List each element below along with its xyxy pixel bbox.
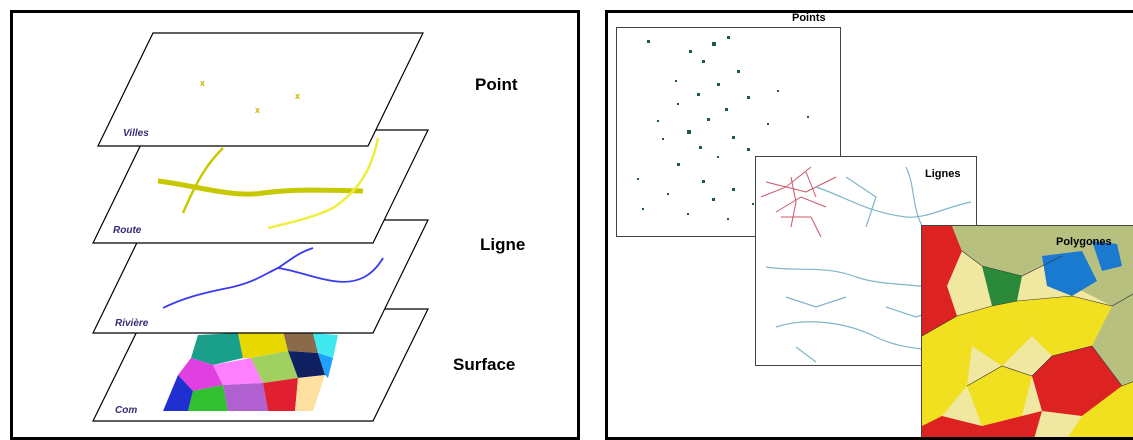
city-marker: x bbox=[255, 105, 260, 115]
road-major bbox=[157, 178, 364, 197]
type-label-point: Point bbox=[475, 75, 518, 94]
layer-label-villes: Villes bbox=[123, 128, 149, 139]
layer-com: Com bbox=[92, 308, 429, 422]
layer-villes: x x x Villes bbox=[97, 32, 424, 147]
com-polygons bbox=[163, 331, 338, 411]
river-line bbox=[162, 247, 384, 309]
road-light bbox=[267, 137, 380, 230]
city-marker: x bbox=[295, 91, 300, 101]
map-title-polygones: Polygones bbox=[1056, 236, 1112, 248]
layer-label-route: Route bbox=[113, 225, 142, 236]
map-title-lignes: Lignes bbox=[925, 168, 961, 180]
polygons-map bbox=[921, 225, 1133, 437]
type-label-surface: Surface bbox=[453, 355, 516, 374]
city-marker: x bbox=[200, 78, 205, 88]
map-title-points: Points bbox=[792, 12, 826, 24]
layers-diagram-panel: Com Rivière Route x x x Villes Point bbox=[10, 10, 580, 440]
type-label-ligne: Ligne bbox=[480, 235, 526, 254]
road-minor bbox=[181, 147, 224, 214]
layers-diagram: Com Rivière Route x x x Villes bbox=[92, 32, 429, 422]
layer-label-com: Com bbox=[115, 405, 137, 416]
lines-network bbox=[760, 166, 972, 363]
polygons-choropleth bbox=[922, 226, 1133, 437]
city-markers: x x x bbox=[200, 78, 300, 115]
layer-route: Route bbox=[92, 129, 429, 244]
layer-label-riviere: Rivière bbox=[115, 318, 149, 329]
vector-types-panel: Points Lignes bbox=[605, 10, 1133, 440]
